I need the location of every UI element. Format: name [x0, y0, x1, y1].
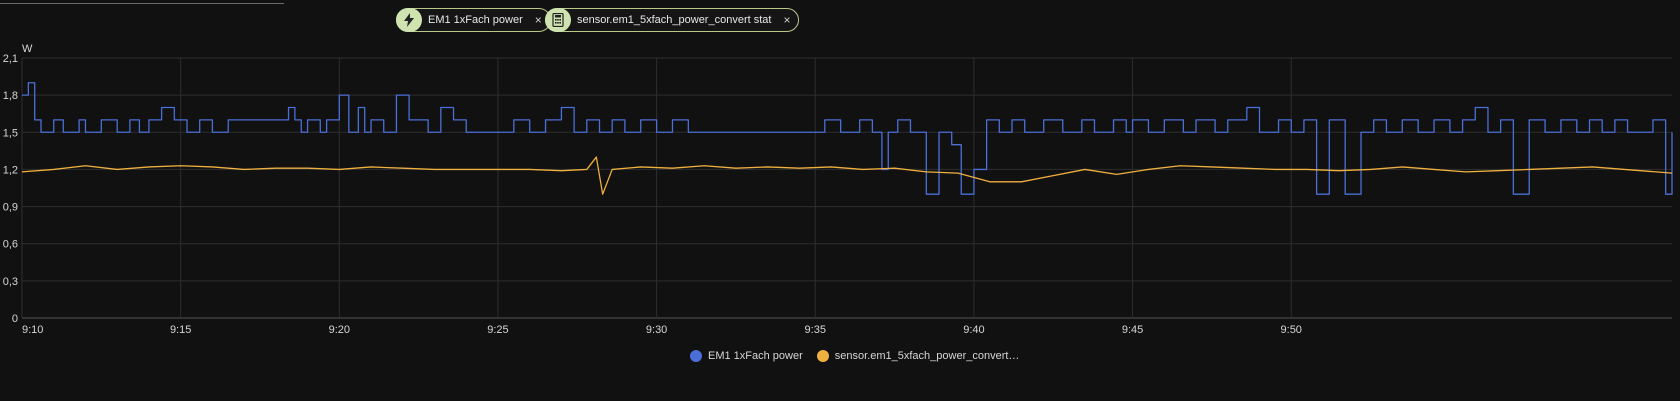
x-tick-label: 9:25 [487, 324, 508, 336]
legend-item-sensor[interactable]: sensor.em1_5xfach_power_convert… [816, 350, 1020, 362]
x-tick-label: 9:10 [22, 324, 43, 336]
y-axis: 0 0,3 0,6 0,9 1,2 1,5 1,8 2,1 [3, 53, 18, 325]
chip-label: EM1 1xFach power [428, 14, 523, 26]
series-line-0 [22, 82, 1673, 195]
entity-chip-sensor[interactable]: sensor.em1_5xfach_power_convert stat × [545, 8, 800, 32]
legend-dot [816, 350, 829, 362]
calculator-icon [545, 8, 571, 32]
power-chart[interactable]: 00,30,60,91,21,51,82,1 9:10 9:15 9:20 9:25 9… [0, 40, 1680, 345]
lightning-icon [396, 8, 422, 32]
chip-label: sensor.em1_5xfach_power_convert stat [577, 14, 772, 26]
legend-item-em1[interactable]: EM1 1xFach power [690, 350, 803, 362]
entity-chip-em1[interactable]: EM1 1xFach power × [396, 8, 551, 32]
chart-series [21, 82, 1673, 195]
legend-label: EM1 1xFach power [708, 350, 803, 362]
x-axis: 9:10 9:15 9:20 9:25 9:30 9:35 9:40 9:45 9:50 [22, 324, 1302, 336]
close-icon[interactable]: × [783, 13, 791, 27]
x-tick-label: 9:15 [170, 324, 191, 336]
y-tick-label: 0,6 [3, 239, 18, 251]
close-icon[interactable]: × [534, 13, 542, 27]
x-tick-label: 9:30 [646, 324, 667, 336]
chart-legend: EM1 1xFach power sensor.em1_5xfach_power… [690, 350, 1019, 362]
y-tick-label: 0,9 [3, 202, 18, 214]
series-line-1 [21, 156, 1673, 195]
x-tick-label: 9:50 [1281, 324, 1302, 336]
x-tick-label: 9:45 [1122, 324, 1143, 336]
x-tick-label: 9:35 [805, 324, 826, 336]
y-tick-label: 0,3 [3, 276, 18, 288]
y-tick-label: 1,5 [3, 127, 18, 139]
y-tick-label: 1,2 [3, 164, 18, 176]
x-tick-label: 9:40 [963, 324, 984, 336]
y-tick-label: 0 [12, 313, 18, 325]
x-tick-label: 9:20 [329, 324, 350, 336]
header-divider [0, 3, 284, 4]
y-tick-label: 2,1 [3, 53, 18, 65]
y-axis-label: W [22, 43, 33, 55]
chart-grid [21, 57, 1672, 319]
y-tick-label: 1,8 [3, 90, 18, 102]
legend-label: sensor.em1_5xfach_power_convert… [834, 350, 1020, 362]
legend-dot [690, 350, 702, 362]
